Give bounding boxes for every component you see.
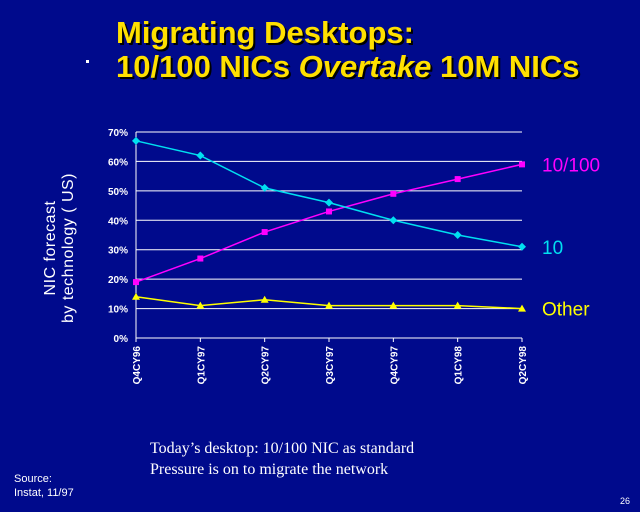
series-line [135, 140, 523, 248]
x-tick-label: Q1CY97 [196, 346, 207, 385]
y-tick-label: 70% [108, 128, 128, 139]
title-line-2-start: 10/100 NICs [116, 49, 299, 84]
x-tick-label: Q4CY96 [132, 346, 143, 385]
decorative-dot [86, 60, 89, 63]
data-point [389, 301, 398, 309]
series-line [135, 163, 523, 283]
title-emphasis: Overtake [298, 49, 432, 84]
x-tick-label: Q3CY97 [325, 346, 336, 385]
title-line-2: 10/100 NICs Overtake 10M NICs [116, 50, 616, 84]
data-point [390, 190, 397, 197]
data-point [132, 292, 140, 300]
data-point [453, 301, 462, 309]
data-point [518, 242, 526, 251]
data-point [261, 229, 268, 236]
source-note: Source: Instat, 11/97 [14, 472, 74, 500]
data-point [326, 208, 332, 215]
x-tick-label: Q1CY98 [454, 346, 465, 385]
caption-line-2: Pressure is on to migrate the network [150, 461, 389, 478]
x-tick-label: Q2CY97 [261, 346, 272, 385]
title-line-2-end: 10M NICs [431, 49, 580, 84]
y-tick-label: 30% [108, 246, 128, 257]
title-line-1: Migrating Desktops: [116, 15, 414, 50]
source-value: Instat, 11/97 [14, 487, 74, 499]
y-tick-label: 0% [114, 334, 129, 345]
y-tick-label: 50% [108, 187, 128, 198]
data-point [325, 301, 333, 309]
slide-title: Migrating Desktops: 10/100 NICs Overtake… [116, 16, 616, 84]
caption: Today’s desktop: 10/100 NIC as standard … [150, 438, 414, 480]
y-tick-label: 40% [108, 216, 128, 227]
source-label: Source: [14, 473, 52, 485]
y-tick-label: 10% [108, 305, 128, 316]
series-label: Other [542, 300, 590, 321]
data-point [132, 136, 140, 145]
series-label: 10/100 [542, 155, 600, 176]
data-point [518, 304, 526, 312]
data-point [389, 216, 398, 225]
data-point [197, 255, 204, 262]
data-point [260, 183, 269, 192]
data-point [325, 198, 333, 207]
y-tick-label: 20% [108, 275, 128, 286]
y-tick-label: 60% [108, 157, 128, 168]
data-point [454, 176, 461, 183]
x-tick-label: Q4CY97 [389, 346, 400, 385]
data-point [196, 301, 205, 309]
page-number: 26 [619, 496, 630, 506]
x-tick-label: Q2CY98 [518, 346, 529, 385]
data-point [453, 231, 462, 239]
caption-line-1: Today’s desktop: 10/100 NIC as standard [150, 440, 415, 457]
data-point [519, 161, 525, 168]
data-point [133, 279, 139, 286]
series-label: 10 [542, 238, 563, 259]
data-point [196, 151, 205, 160]
data-point [260, 295, 269, 303]
